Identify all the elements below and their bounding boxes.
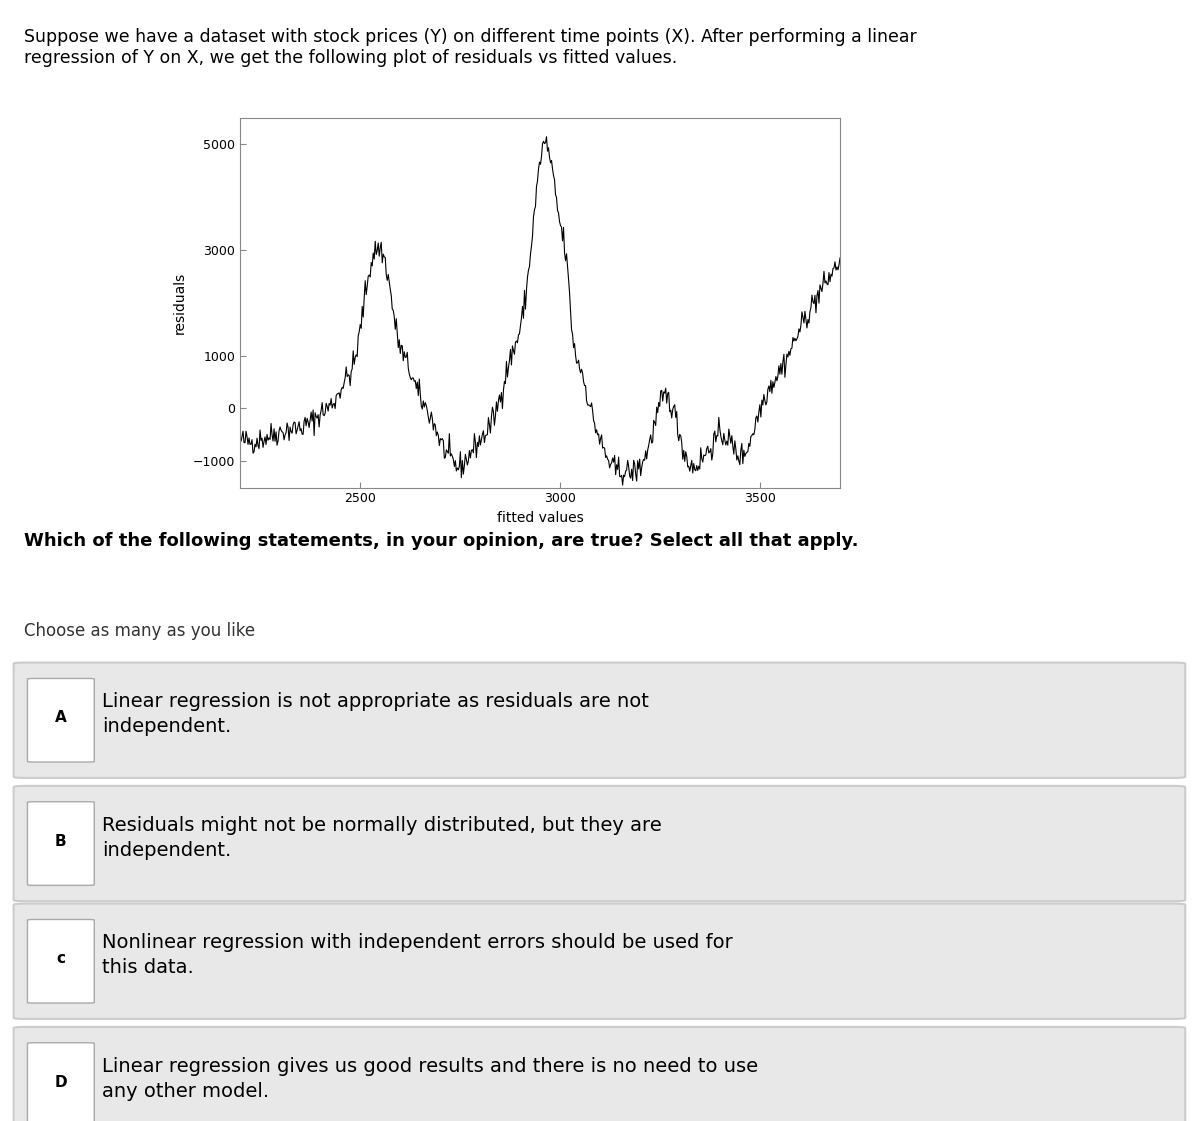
Text: Choose as many as you like: Choose as many as you like bbox=[24, 622, 256, 640]
FancyBboxPatch shape bbox=[28, 678, 95, 762]
Y-axis label: residuals: residuals bbox=[173, 271, 187, 334]
X-axis label: fitted values: fitted values bbox=[497, 511, 583, 525]
Text: Linear regression is not appropriate as residuals are not
independent.: Linear regression is not appropriate as … bbox=[102, 693, 649, 736]
Text: A: A bbox=[55, 711, 67, 725]
FancyBboxPatch shape bbox=[13, 904, 1186, 1019]
Text: Residuals might not be normally distributed, but they are
independent.: Residuals might not be normally distribu… bbox=[102, 816, 662, 860]
FancyBboxPatch shape bbox=[13, 786, 1186, 901]
FancyBboxPatch shape bbox=[13, 663, 1186, 778]
Text: Suppose we have a dataset with stock prices (Y) on different time points (X). Af: Suppose we have a dataset with stock pri… bbox=[24, 28, 917, 67]
Text: B: B bbox=[55, 834, 67, 849]
Text: c: c bbox=[56, 952, 65, 966]
FancyBboxPatch shape bbox=[28, 919, 95, 1003]
Text: Which of the following statements, in your opinion, are true? Select all that ap: Which of the following statements, in yo… bbox=[24, 532, 858, 550]
FancyBboxPatch shape bbox=[13, 1027, 1186, 1121]
Text: Linear regression gives us good results and there is no need to use
any other mo: Linear regression gives us good results … bbox=[102, 1057, 758, 1101]
Text: Nonlinear regression with independent errors should be used for
this data.: Nonlinear regression with independent er… bbox=[102, 934, 733, 978]
FancyBboxPatch shape bbox=[28, 802, 95, 886]
FancyBboxPatch shape bbox=[28, 1043, 95, 1121]
Text: D: D bbox=[54, 1075, 67, 1090]
